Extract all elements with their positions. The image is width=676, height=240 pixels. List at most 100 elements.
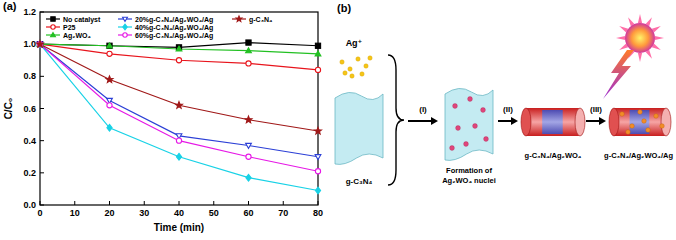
marker	[245, 116, 252, 123]
sun	[625, 23, 655, 53]
ion-dot	[364, 64, 368, 68]
x-tick-label: 80	[313, 208, 323, 218]
stage-label: g-C₃N₄/Ag₂WO₄/Ag	[604, 151, 673, 160]
stage-label: Formation of	[446, 166, 492, 175]
marker	[107, 43, 113, 48]
marker	[123, 33, 127, 37]
tube-body	[526, 108, 580, 136]
series-line	[40, 44, 318, 190]
tube-end	[609, 108, 619, 136]
ion-label: Ag⁺	[346, 38, 363, 48]
arrow-shaft	[408, 120, 432, 122]
arrow-shaft	[586, 120, 600, 122]
tube-sheet	[630, 110, 650, 134]
y-tick-label: 0.6	[23, 104, 36, 114]
series-line	[40, 44, 318, 171]
x-tick-label: 60	[243, 208, 253, 218]
sheet	[445, 88, 493, 160]
arrow-head	[431, 117, 438, 125]
ion-dot	[343, 71, 347, 75]
series-line	[40, 44, 318, 157]
marker	[51, 33, 56, 37]
step-label: (I)	[419, 105, 427, 114]
marker	[315, 155, 321, 160]
ion-dot	[340, 60, 344, 64]
y-tick-label: 0.2	[23, 168, 36, 178]
ag-dot	[654, 114, 659, 119]
legend-label: Ag₂WO₄	[63, 32, 91, 40]
y-tick-label: 1.2	[23, 7, 36, 17]
nucleus-dot	[450, 146, 455, 151]
ion-dot	[360, 72, 364, 76]
x-tick-label: 70	[278, 208, 288, 218]
legend: No catalystP25Ag₂WO₄20%g-C₃N₄/Ag₂WO₄/Ag4…	[46, 16, 272, 40]
series-line	[40, 44, 318, 54]
marker	[176, 138, 181, 143]
marker	[107, 43, 112, 48]
x-tick-label: 50	[209, 208, 219, 218]
diagram: (b)Ag⁺g-C₃N₄(I)(II)(III)Formation ofAg₂W…	[335, 2, 673, 186]
legend-label: 60%g-C₃N₄/Ag₂WO₄/Ag	[135, 32, 213, 40]
marker	[315, 169, 320, 174]
y-tick-label: 0.0	[23, 200, 36, 210]
panel-label: (a)	[3, 0, 17, 12]
figure: (a) 0 10 20 30 40 50 60 70 80 0.0 0.2 0.4 0.6 0.8 1.0 1.…	[0, 0, 676, 240]
marker	[51, 17, 55, 21]
plot-frame	[40, 12, 318, 205]
marker	[315, 67, 320, 72]
nucleus-dot	[481, 108, 486, 113]
arrow-head	[599, 117, 606, 125]
tube-body	[614, 108, 666, 136]
marker	[315, 127, 322, 134]
stage-label: Ag₂WO₄ nuclei	[442, 176, 496, 185]
marker	[236, 16, 242, 22]
ion-dot	[356, 57, 360, 61]
support-label: g-C₃N₄	[346, 177, 373, 186]
tube-sheet	[542, 110, 563, 134]
marker	[123, 24, 127, 30]
marker	[246, 143, 252, 148]
x-tick-label: 30	[139, 208, 149, 218]
x-tick-label: 20	[104, 208, 114, 218]
marker	[246, 48, 252, 53]
y-tick-label: 0.4	[23, 136, 36, 146]
marker	[315, 43, 320, 48]
series-line	[40, 44, 318, 131]
marker	[176, 102, 183, 109]
marker	[176, 58, 181, 63]
tube-end	[521, 108, 531, 136]
x-tick-label: 0	[37, 208, 42, 218]
y-tick-label: 0.8	[23, 71, 36, 81]
nucleus-dot	[456, 126, 461, 131]
sun-ray	[655, 36, 664, 40]
ag-dot	[638, 110, 643, 115]
marker	[246, 40, 251, 45]
brace	[388, 55, 404, 185]
y-axis-label: C/C₀	[3, 98, 14, 120]
x-tick	[74, 201, 75, 205]
y-tick-label: 1.0	[23, 39, 36, 49]
marker	[246, 174, 251, 181]
legend-label: 40%g-C₃N₄/Ag₂WO₄/Ag	[135, 24, 213, 32]
x-tick-label: 40	[174, 208, 184, 218]
nucleus-dot	[473, 124, 478, 129]
step-label: (II)	[503, 105, 513, 114]
arrow-shaft	[498, 120, 512, 122]
marker	[176, 46, 182, 51]
x-tick	[213, 201, 214, 205]
x-tick	[248, 201, 249, 205]
x-tick	[109, 201, 110, 205]
x-tick-label: 10	[70, 208, 80, 218]
marker	[176, 153, 181, 160]
panel-label: (b)	[337, 2, 351, 14]
nucleus-dot	[453, 104, 458, 109]
marker	[246, 154, 251, 159]
marker	[107, 124, 112, 131]
legend-label: No catalyst	[63, 16, 101, 24]
ag-dot	[620, 112, 625, 117]
sun-ray	[616, 36, 625, 40]
ag-dot	[660, 124, 665, 129]
nucleus-dot	[464, 142, 469, 147]
ag-dot	[630, 124, 635, 129]
legend-label: P25	[63, 24, 76, 31]
